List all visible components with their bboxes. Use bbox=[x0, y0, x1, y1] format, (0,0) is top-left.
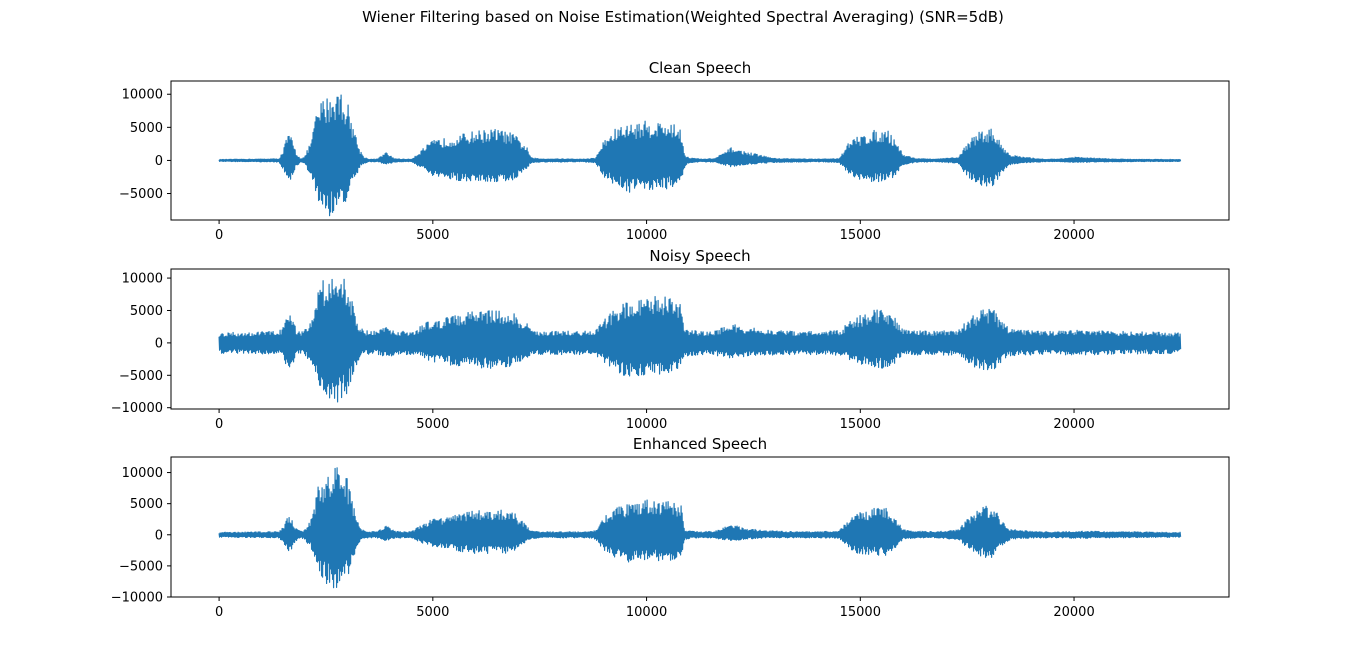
y-tick-label: 5000 bbox=[130, 304, 163, 319]
y-tick-label: 0 bbox=[155, 154, 163, 169]
x-tick-label: 5000 bbox=[416, 417, 449, 432]
axes-frame bbox=[170, 80, 1230, 221]
x-tick-label: 15000 bbox=[840, 228, 881, 243]
x-tick-label: 0 bbox=[215, 417, 223, 432]
y-tick-label: 10000 bbox=[122, 466, 163, 481]
x-tick-label: 10000 bbox=[626, 417, 667, 432]
x-tick-label: 5000 bbox=[416, 605, 449, 620]
y-tick-label: 0 bbox=[155, 336, 163, 351]
y-tick-label: 10000 bbox=[122, 88, 163, 103]
y-tick-label: −5000 bbox=[119, 369, 163, 384]
waveform-line bbox=[218, 94, 1182, 217]
axes-frame bbox=[170, 268, 1230, 410]
y-tick-label: −5000 bbox=[119, 187, 163, 202]
x-tick-label: 0 bbox=[215, 605, 223, 620]
waveform-line bbox=[218, 467, 1182, 589]
x-tick-label: 10000 bbox=[626, 228, 667, 243]
x-tick-label: 20000 bbox=[1053, 228, 1094, 243]
y-tick-label: −10000 bbox=[111, 591, 163, 606]
y-tick-label: −5000 bbox=[119, 559, 163, 574]
y-tick-label: 5000 bbox=[130, 121, 163, 136]
subplot-3: Enhanced Speech 0 5000 10000 15000 20000 −1000… bbox=[111, 435, 1230, 620]
y-tick-label: −10000 bbox=[111, 401, 163, 416]
y-tick-label: 10000 bbox=[122, 272, 163, 287]
x-tick-label: 5000 bbox=[416, 228, 449, 243]
waveform-line bbox=[218, 278, 1182, 403]
subplot-title: Enhanced Speech bbox=[633, 435, 767, 453]
subplot-title: Noisy Speech bbox=[649, 247, 750, 265]
subplot-2: Noisy Speech 0 5000 10000 15000 20000 −10000 −5… bbox=[111, 247, 1230, 432]
x-tick-label: 20000 bbox=[1053, 417, 1094, 432]
x-tick-label: 15000 bbox=[840, 417, 881, 432]
subplot-1: Clean Speech 0 5000 10000 15000 20000 −5000 0 50… bbox=[119, 59, 1230, 243]
axes-frame bbox=[170, 456, 1230, 598]
figure-title: Wiener Filtering based on Noise Estimati… bbox=[362, 8, 1004, 26]
x-tick-label: 0 bbox=[215, 228, 223, 243]
x-tick-label: 10000 bbox=[626, 605, 667, 620]
x-tick-label: 20000 bbox=[1053, 605, 1094, 620]
x-tick-label: 15000 bbox=[840, 605, 881, 620]
subplot-title: Clean Speech bbox=[649, 59, 752, 77]
y-tick-label: 5000 bbox=[130, 497, 163, 512]
y-tick-label: 0 bbox=[155, 528, 163, 543]
